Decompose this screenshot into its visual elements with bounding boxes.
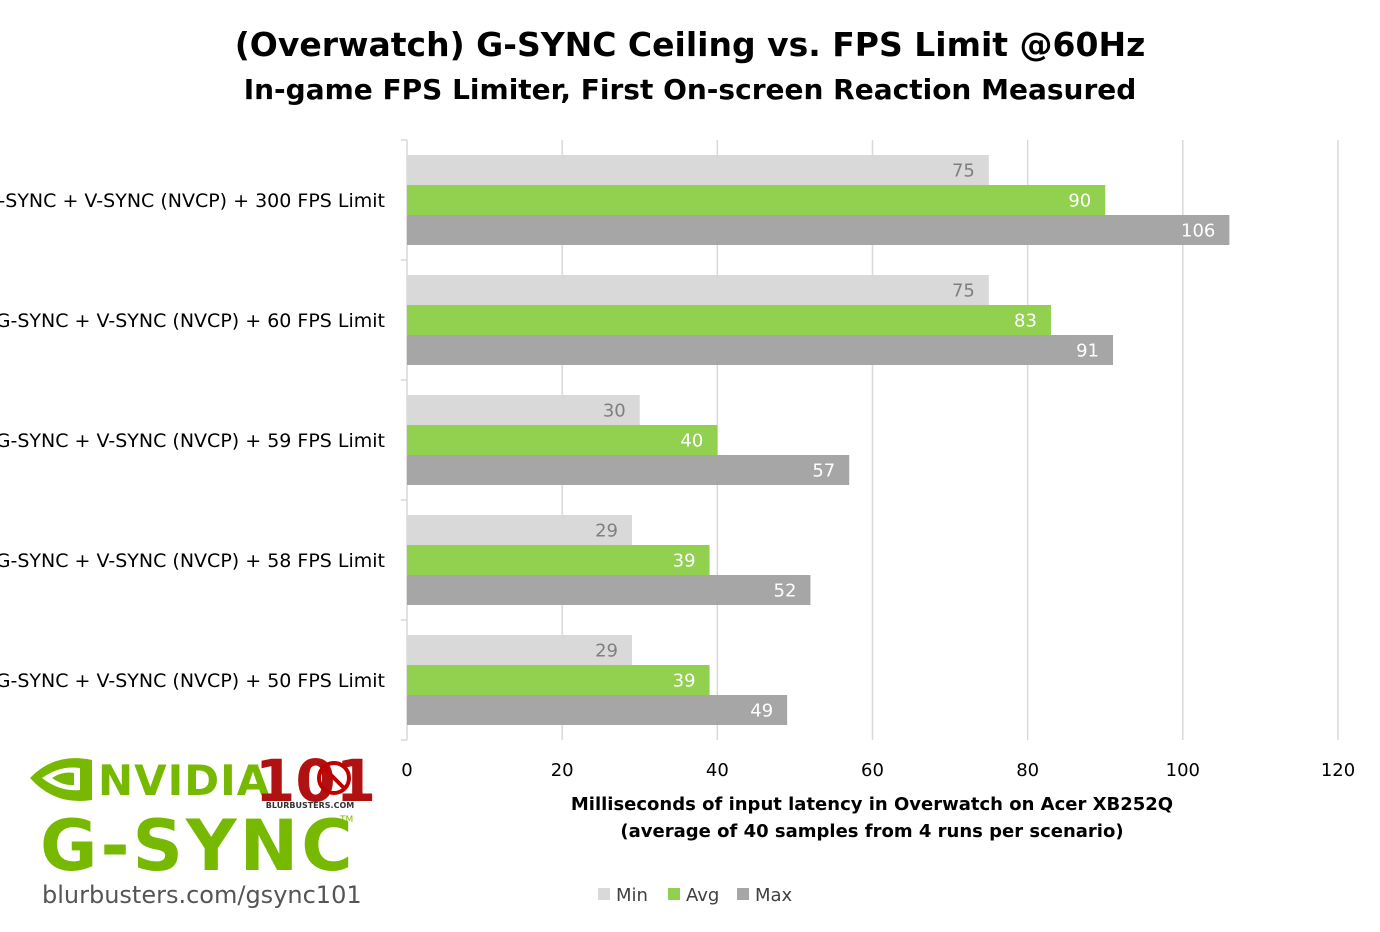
gsync-wordmark: G-SYNC <box>40 805 356 887</box>
category-label-2: G-SYNC + V-SYNC (NVCP) + 59 FPS Limit <box>0 430 385 452</box>
bar-min-0 <box>407 155 989 185</box>
nvidia-eye-icon <box>30 758 92 802</box>
no-symbol-icon <box>317 761 351 795</box>
bar-max-0 <box>407 215 1230 245</box>
legend: Min Avg Max <box>598 885 793 906</box>
x-tick-label-100: 100 <box>1166 760 1200 781</box>
data-label-min-4: 29 <box>595 641 618 662</box>
bar-avg-4 <box>407 665 710 695</box>
badge-number: 101 <box>255 747 376 815</box>
bar-max-1 <box>407 335 1114 365</box>
category-label-3: G-SYNC + V-SYNC (NVCP) + 58 FPS Limit <box>0 550 385 572</box>
x-tick-label-0: 0 <box>401 760 412 781</box>
legend-swatch-max <box>737 888 749 900</box>
data-label-avg-4: 39 <box>673 671 696 692</box>
x-axis-title-line2: (average of 40 samples from 4 runs per s… <box>620 821 1123 842</box>
bar-max-3 <box>407 575 811 605</box>
legend-swatch-min <box>598 888 610 900</box>
x-tick-label-40: 40 <box>706 760 729 781</box>
legend-label-min: Min <box>616 885 648 906</box>
badge-site: BLURBUSTERS.COM <box>266 801 354 810</box>
x-tick-label-20: 20 <box>551 760 574 781</box>
data-label-min-2: 30 <box>603 401 626 422</box>
x-tick-label-60: 60 <box>861 760 884 781</box>
data-label-max-1: 91 <box>1076 341 1099 362</box>
x-tick-label-80: 80 <box>1016 760 1039 781</box>
data-label-max-0: 106 <box>1181 221 1215 242</box>
bar-avg-1 <box>407 305 1051 335</box>
data-label-min-1: 75 <box>952 281 975 302</box>
data-label-avg-0: 90 <box>1068 191 1091 212</box>
data-label-min-0: 75 <box>952 161 975 182</box>
data-label-max-2: 57 <box>812 461 835 482</box>
legend-label-avg: Avg <box>686 885 719 906</box>
data-label-avg-1: 83 <box>1014 311 1037 332</box>
category-label-1: G-SYNC + V-SYNC (NVCP) + 60 FPS Limit <box>0 310 385 332</box>
nvidia-gsync-logo: NVIDIA 101 BLURBUSTERS.COM G-SYNC TM blu… <box>30 747 376 909</box>
data-label-max-3: 52 <box>774 581 797 602</box>
bar-min-3 <box>407 515 632 545</box>
data-label-avg-2: 40 <box>680 431 703 452</box>
bar-min-4 <box>407 635 632 665</box>
bar-min-1 <box>407 275 989 305</box>
trademark-symbol: TM <box>339 815 353 825</box>
chart-subtitle: In-game FPS Limiter, First On-screen Rea… <box>244 73 1137 106</box>
category-label-4: G-SYNC + V-SYNC (NVCP) + 50 FPS Limit <box>0 670 385 692</box>
data-label-max-4: 49 <box>750 701 773 722</box>
logo-url: blurbusters.com/gsync101 <box>42 881 362 909</box>
bar-avg-0 <box>407 185 1106 215</box>
category-label-0: G-SYNC + V-SYNC (NVCP) + 300 FPS Limit <box>0 190 385 212</box>
legend-label-max: Max <box>755 885 793 906</box>
data-label-min-3: 29 <box>595 521 618 542</box>
nvidia-wordmark: NVIDIA <box>98 756 270 805</box>
bars: 75 90 106 75 83 91 30 40 57 29 39 52 29 39 49 <box>407 155 1230 725</box>
x-axis-title-line1: Milliseconds of input latency in Overwat… <box>571 794 1173 815</box>
bar-avg-3 <box>407 545 710 575</box>
chart-title: (Overwatch) G-SYNC Ceiling vs. FPS Limit… <box>235 25 1146 64</box>
x-tick-labels: 0 20 40 60 80 100 120 <box>401 760 1355 781</box>
no-symbol-slash-icon <box>322 766 346 790</box>
legend-swatch-avg <box>668 888 680 900</box>
bar-max-2 <box>407 455 850 485</box>
bar-avg-2 <box>407 425 718 455</box>
bar-max-4 <box>407 695 788 725</box>
bar-min-2 <box>407 395 640 425</box>
category-labels: G-SYNC + V-SYNC (NVCP) + 300 FPS Limit G-… <box>0 190 385 692</box>
x-tick-label-120: 120 <box>1321 760 1355 781</box>
blurbusters-101-badge: 101 BLURBUSTERS.COM <box>255 747 376 815</box>
data-label-avg-3: 39 <box>673 551 696 572</box>
